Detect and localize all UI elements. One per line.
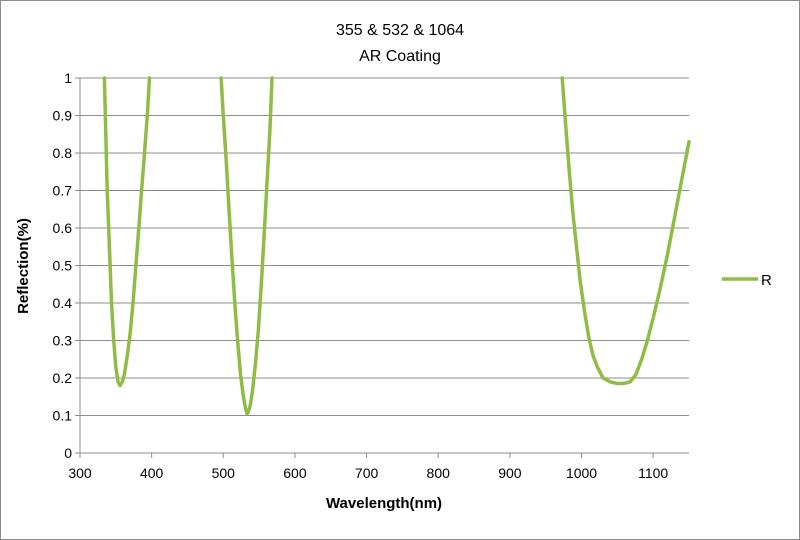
- x-tick-label: 700: [355, 465, 379, 481]
- x-axis-label: Wavelength(nm): [326, 495, 442, 512]
- y-tick-label: 0.4: [53, 295, 73, 311]
- series-line-r: [102, 76, 152, 388]
- x-tick-label: 500: [212, 465, 236, 481]
- y-tick-label: 0.6: [53, 220, 73, 236]
- x-tick-label: 900: [498, 465, 522, 481]
- x-tick-label: 1100: [638, 465, 668, 481]
- y-tick-label: 0.1: [53, 408, 73, 424]
- x-tick-label: 800: [427, 465, 451, 481]
- y-tick-label: 0.5: [53, 258, 73, 274]
- axes: [75, 77, 689, 458]
- gridlines: [80, 77, 689, 416]
- x-tick-labels: 300 400 500 600 700 800 900 1000 1100: [68, 465, 668, 481]
- y-tick-label: 0.9: [53, 108, 73, 124]
- series-line-r: [219, 76, 274, 416]
- legend-label-r: R: [761, 272, 772, 289]
- y-tick-label: 0: [64, 445, 72, 461]
- x-tick-label: 300: [68, 465, 92, 481]
- series-line-r: [560, 76, 691, 386]
- x-tick-label: 1000: [566, 465, 597, 481]
- y-tick-label: 1: [64, 70, 72, 86]
- legend: R: [722, 272, 772, 289]
- y-axis-label: Reflection(%): [15, 218, 32, 314]
- y-tick-labels: 0 0.1 0.2 0.3 0.4 0.5 0.6 0.7 0.8 0.9 1: [53, 70, 73, 461]
- y-tick-label: 0.3: [53, 333, 73, 349]
- y-tick-label: 0.8: [53, 145, 73, 161]
- chart-subtitle: AR Coating: [359, 48, 441, 65]
- chart-title: 355 & 532 & 1064: [336, 22, 464, 39]
- x-tick-label: 600: [283, 465, 307, 481]
- series-lines: [102, 76, 691, 416]
- y-tick-label: 0.2: [53, 370, 73, 386]
- x-tick-label: 400: [140, 465, 164, 481]
- y-tick-label: 0.7: [53, 183, 73, 199]
